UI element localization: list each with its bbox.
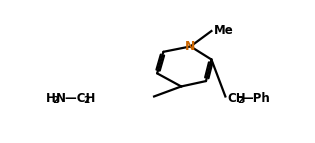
Text: H: H — [46, 92, 55, 105]
Text: Me: Me — [214, 24, 233, 37]
Text: N—CH: N—CH — [56, 92, 96, 105]
Text: N: N — [185, 40, 196, 53]
Text: 2: 2 — [52, 96, 58, 105]
Text: 2: 2 — [237, 96, 243, 105]
Text: 2: 2 — [83, 96, 89, 105]
Text: —Ph: —Ph — [241, 92, 270, 105]
Text: CH: CH — [227, 92, 246, 105]
